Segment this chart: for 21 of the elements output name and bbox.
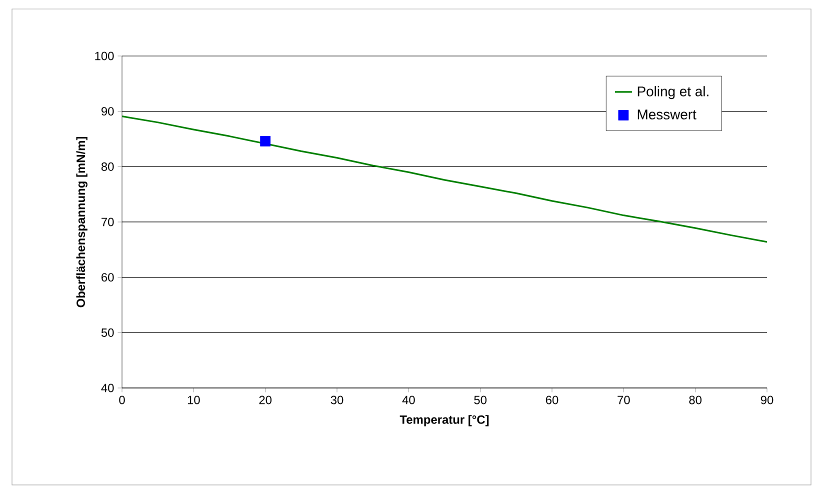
legend-label: Messwert <box>638 110 696 120</box>
x-tick-label: 40 <box>402 396 415 404</box>
x-axis-title: Temperatur [°C] <box>400 415 489 426</box>
x-tick-label: 70 <box>618 396 630 404</box>
x-tick-label: 10 <box>188 396 200 404</box>
x-tick-label: 80 <box>689 396 702 404</box>
y-axis-title: Oberflächenspannung [mN/m] <box>76 136 88 308</box>
y-tick-label: 90 <box>102 107 114 116</box>
y-tick-label: 80 <box>101 162 114 171</box>
y-tick-label: 60 <box>102 273 114 282</box>
x-tick-label: 30 <box>330 396 344 404</box>
legend-label: Poling et al. <box>638 86 708 100</box>
y-tick-label: 70 <box>102 218 114 226</box>
x-tick-label: 90 <box>760 396 774 404</box>
y-tick-label: 50 <box>101 328 114 337</box>
x-tick-label: 50 <box>474 396 487 404</box>
y-tick-label: 100 <box>95 52 114 60</box>
y-tick-label: 40 <box>101 384 114 392</box>
x-tick-label: 20 <box>259 396 272 404</box>
x-tick-label: 60 <box>546 396 558 404</box>
x-tick-label: 0 <box>119 396 125 404</box>
